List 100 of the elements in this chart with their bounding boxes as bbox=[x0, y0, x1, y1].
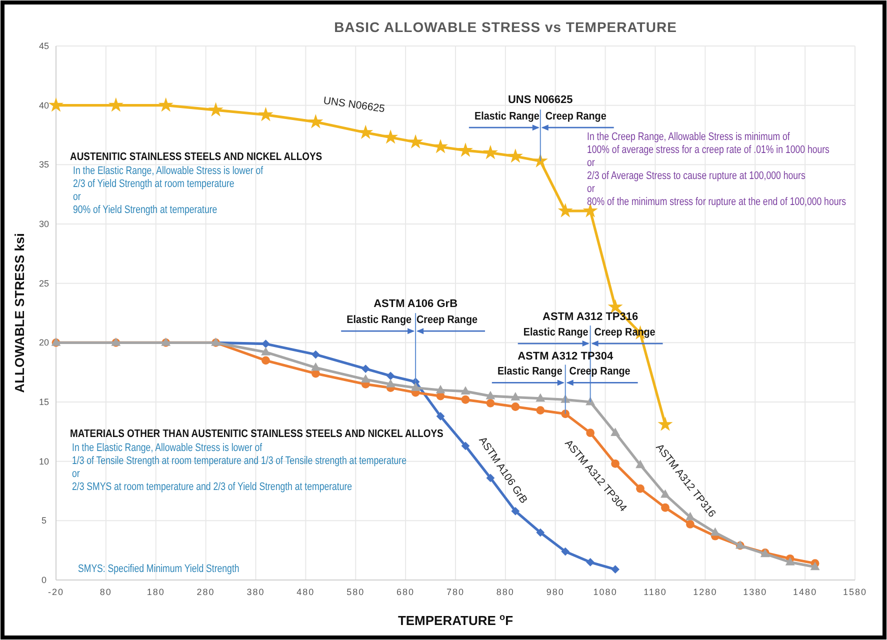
x-tick-label: -20 bbox=[48, 587, 64, 597]
point bbox=[433, 138, 448, 154]
annotation: SMYS: Specified Minimum Yield Strength bbox=[78, 563, 240, 576]
point bbox=[710, 527, 720, 536]
annotation: Elastic Range bbox=[497, 366, 563, 378]
point bbox=[486, 474, 495, 482]
y-tick-label: 35 bbox=[38, 160, 50, 170]
annotation: Elastic Range bbox=[523, 327, 588, 339]
annotation: 1/3 of Tensile Strength at room temperature and 1/3 of Tensile strength at temperature bbox=[72, 455, 407, 468]
annotation: 2/3 of Yield Strength at room temperature bbox=[73, 178, 235, 190]
point bbox=[48, 97, 64, 112]
annotation: 2/3 SMYS at room temperature and 2/3 of Yield Strength at temperature bbox=[72, 481, 352, 494]
x-axis-title: TEMPERATURE $^{o}$F bbox=[398, 612, 514, 628]
y-tick-label: 25 bbox=[38, 278, 50, 288]
point bbox=[410, 382, 420, 391]
y-tick-label: 20 bbox=[38, 338, 50, 348]
point bbox=[660, 489, 670, 498]
point bbox=[482, 144, 498, 160]
point bbox=[610, 428, 620, 436]
annotation: or bbox=[73, 191, 82, 204]
point bbox=[661, 503, 670, 512]
y-tick-label: 5 bbox=[41, 516, 47, 526]
point bbox=[658, 416, 673, 431]
annotation: ASTM A106 GrB bbox=[374, 298, 458, 310]
point bbox=[108, 97, 124, 112]
point bbox=[561, 547, 570, 556]
annotation: or bbox=[587, 183, 596, 196]
point bbox=[508, 148, 523, 163]
x-tick-label: 680 bbox=[396, 587, 415, 597]
point bbox=[310, 362, 320, 371]
point bbox=[536, 406, 545, 415]
y-tick-label: 30 bbox=[38, 219, 50, 229]
x-tick-label: 1480 bbox=[793, 587, 818, 597]
y-tick-label: 15 bbox=[38, 397, 50, 407]
annotation: Creep Range bbox=[416, 314, 478, 326]
annotation: or bbox=[587, 157, 596, 170]
annotation: AUSTENITIC STAINLESS STEELS AND NICKEL ALLOYS bbox=[70, 151, 322, 164]
annotation: Elastic Range bbox=[346, 314, 412, 326]
point bbox=[262, 356, 270, 365]
point bbox=[810, 562, 820, 570]
point bbox=[558, 203, 573, 218]
point bbox=[511, 506, 520, 516]
point bbox=[461, 395, 470, 404]
annotation: 100% of average stress for a creep rate of .01% in 1000 hours bbox=[587, 144, 830, 156]
y-tick-label: 0 bbox=[41, 575, 47, 585]
point bbox=[586, 428, 595, 438]
annotation: UNS N06625 bbox=[508, 94, 573, 106]
point bbox=[536, 528, 545, 537]
point bbox=[436, 384, 446, 394]
point bbox=[360, 374, 370, 383]
point bbox=[386, 372, 395, 380]
annotation: 90% of Yield Strength at temperature bbox=[73, 204, 218, 216]
point bbox=[308, 114, 324, 128]
annotation: 2/3 of Average Stress to cause rupture at 100,000 hours bbox=[587, 170, 806, 182]
point bbox=[532, 153, 548, 168]
x-tick-label: 1080 bbox=[593, 587, 618, 597]
x-tick-label: 880 bbox=[496, 587, 514, 597]
point bbox=[461, 442, 470, 450]
y-axis-title: ALLOWABLE STRESS ksi bbox=[12, 233, 27, 393]
x-tick-label: 280 bbox=[196, 587, 215, 597]
x-tick-label: 80 bbox=[100, 587, 112, 597]
point bbox=[311, 350, 320, 359]
point bbox=[408, 134, 424, 149]
point bbox=[611, 565, 620, 574]
x-tick-label: 980 bbox=[546, 587, 564, 597]
point bbox=[636, 484, 644, 493]
point bbox=[361, 364, 370, 373]
point bbox=[486, 398, 495, 408]
point bbox=[208, 102, 224, 116]
x-tick-label: 1380 bbox=[743, 587, 768, 597]
point bbox=[383, 129, 398, 144]
point bbox=[636, 460, 645, 468]
annotation: 80% of the minimum stress for rupture at the end of 100,000 hours bbox=[587, 196, 846, 208]
point bbox=[586, 558, 595, 566]
point bbox=[785, 557, 795, 566]
annotation: Creep Range bbox=[545, 111, 607, 123]
chart-title: BASIC ALLOWABLE STRESS vs TEMPERATURE bbox=[334, 19, 677, 35]
point bbox=[486, 390, 496, 400]
point bbox=[261, 346, 270, 356]
x-tick-label: 480 bbox=[296, 587, 315, 597]
text: UNS N06625 bbox=[322, 94, 386, 116]
annotation: In the Elastic Range, Allowable Stress is lower of bbox=[72, 442, 262, 454]
point bbox=[262, 340, 270, 348]
y-tick-label: 45 bbox=[38, 41, 50, 51]
point bbox=[536, 393, 546, 402]
y-tick-label: 10 bbox=[38, 456, 50, 466]
point bbox=[611, 460, 620, 468]
annotation: In the Elastic Range, Allowable Stress is lower of bbox=[73, 165, 264, 178]
point bbox=[386, 379, 396, 388]
x-tick-label: 180 bbox=[146, 587, 165, 597]
annotation: or bbox=[72, 468, 80, 480]
y-tick-label: 40 bbox=[38, 100, 50, 110]
annotation: MATERIALS OTHER THAN AUSTENITIC STAINLESS STEELS AND NICKEL ALLOYS bbox=[70, 428, 444, 440]
x-tick-label: 1280 bbox=[693, 587, 718, 597]
x-tick-label: 780 bbox=[446, 587, 465, 597]
x-tick-label: 380 bbox=[246, 587, 265, 597]
point bbox=[258, 106, 274, 122]
point bbox=[686, 520, 694, 528]
annotation: In the Creep Range, Allowable Stress is minimum of bbox=[587, 131, 790, 144]
point bbox=[511, 402, 520, 411]
